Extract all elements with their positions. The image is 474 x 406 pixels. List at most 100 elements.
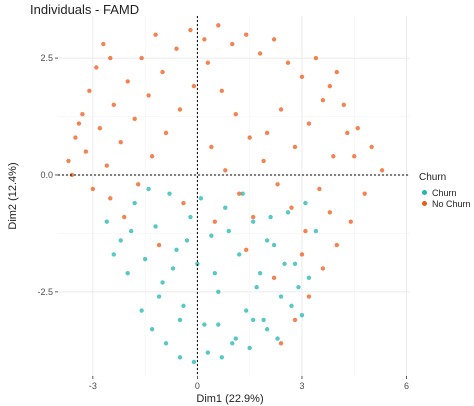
- churn-point: [202, 322, 207, 327]
- churn-point: [275, 336, 280, 341]
- churn-point: [230, 341, 235, 346]
- churn-point: [264, 238, 270, 243]
- reference-lines: [58, 16, 410, 376]
- no-churn-point: [341, 102, 346, 108]
- no-churn-point: [177, 107, 183, 112]
- churn-point: [303, 200, 308, 206]
- churn-point: [254, 284, 259, 290]
- no-churn-point: [205, 60, 211, 65]
- no-churn-point: [212, 219, 218, 224]
- churn-point: [243, 308, 249, 313]
- no-churn-point: [243, 247, 249, 252]
- no-churn-point: [76, 121, 82, 126]
- churn-point: [278, 294, 284, 299]
- x-tick-label: 6: [404, 381, 409, 391]
- no-churn-point: [237, 191, 242, 196]
- churn-point: [209, 233, 214, 238]
- no-churn-point: [188, 27, 193, 33]
- no-churn-point: [327, 210, 333, 215]
- no-churn-point: [271, 275, 277, 281]
- churn-dot-icon: [422, 190, 427, 195]
- no-churn-point: [90, 186, 96, 192]
- legend-label-no-churn: No Churn: [432, 198, 471, 209]
- x-tick-label: 3: [299, 381, 304, 391]
- no-churn-point: [216, 23, 221, 28]
- no-churn-point: [202, 37, 207, 42]
- churn-point: [111, 252, 116, 257]
- no-churn-point: [153, 32, 158, 37]
- no-churn-point: [289, 205, 294, 210]
- no-churn-point: [219, 88, 225, 94]
- churn-point: [271, 242, 277, 248]
- churn-point: [247, 345, 252, 351]
- churn-point: [142, 256, 148, 262]
- churn-point: [146, 186, 151, 192]
- no-churn-point: [209, 144, 214, 150]
- no-churn-dot-icon: [422, 201, 427, 206]
- y-tick-label: -2.5: [37, 287, 53, 297]
- churn-point: [268, 214, 273, 220]
- no-churn-point: [261, 158, 266, 164]
- churn-point: [191, 359, 197, 365]
- no-churn-points: [66, 23, 385, 346]
- churn-point: [219, 355, 225, 360]
- no-churn-point: [181, 200, 186, 206]
- plot-panel: [58, 16, 410, 376]
- no-churn-point: [146, 93, 151, 98]
- churn-point: [313, 228, 319, 234]
- legend: Churn Churn No Churn: [419, 172, 471, 209]
- churn-point: [299, 313, 305, 318]
- churn-point: [282, 261, 287, 266]
- churn-point: [233, 336, 238, 341]
- churn-point: [170, 266, 176, 271]
- churn-point: [181, 303, 186, 309]
- no-churn-point: [331, 154, 336, 159]
- churn-point: [167, 191, 172, 196]
- churn-point: [264, 327, 270, 332]
- churn-point: [240, 191, 245, 196]
- churn-point: [223, 205, 228, 210]
- y-tick-label: 0.0: [40, 170, 53, 180]
- no-churn-point: [285, 60, 291, 65]
- no-churn-point: [320, 97, 326, 103]
- x-axis-label: Dim1 (22.9%): [196, 393, 263, 405]
- no-churn-point: [80, 111, 85, 117]
- no-churn-point: [156, 242, 162, 248]
- legend-item-churn: Churn: [419, 187, 471, 198]
- no-churn-point: [174, 46, 179, 51]
- no-churn-point: [379, 168, 385, 173]
- no-churn-point: [122, 214, 127, 220]
- churn-point: [257, 270, 263, 276]
- no-churn-point: [320, 266, 326, 271]
- no-churn-point: [355, 126, 360, 131]
- churn-point: [216, 289, 221, 295]
- no-churn-point: [247, 135, 252, 140]
- x-tick-label: 0: [195, 381, 200, 391]
- churn-point: [174, 247, 179, 252]
- no-churn-point: [306, 121, 312, 126]
- no-churn-point: [303, 228, 308, 234]
- no-churn-point: [135, 182, 141, 187]
- no-churn-point: [250, 214, 256, 220]
- churn-point: [118, 238, 123, 243]
- y-tick-label: 2.5: [40, 53, 53, 63]
- churn-point: [184, 238, 190, 243]
- x-axis-ticks: -3 0 3 6: [89, 376, 409, 391]
- no-churn-point: [101, 41, 106, 47]
- no-churn-point: [352, 154, 357, 159]
- churn-point: [292, 261, 298, 266]
- no-churn-point: [160, 69, 165, 75]
- no-churn-point: [108, 196, 113, 201]
- churn-point: [289, 303, 294, 309]
- churn-point: [261, 317, 266, 323]
- churn-point: [149, 327, 155, 332]
- no-churn-point: [348, 219, 353, 224]
- churn-point: [128, 228, 134, 234]
- no-churn-point: [271, 37, 277, 42]
- churn-points: [104, 186, 319, 365]
- no-churn-point: [87, 88, 92, 94]
- no-churn-point: [132, 116, 137, 122]
- churn-point: [132, 200, 137, 206]
- churn-point: [226, 228, 231, 234]
